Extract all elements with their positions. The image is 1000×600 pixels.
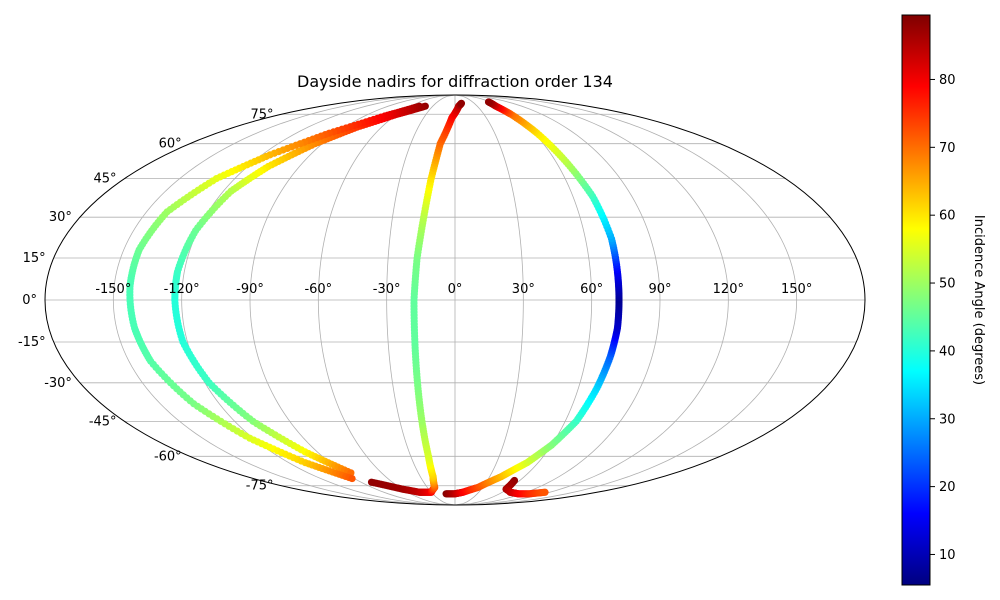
data-point xyxy=(541,488,549,496)
colorbar-ticks: 10 20 30 40 50 60 70 80 xyxy=(930,73,956,563)
latitude-tick-label: 45° xyxy=(94,172,117,187)
latitude-tick-label: 75° xyxy=(250,107,273,122)
latitude-tick-label: -15° xyxy=(18,335,46,350)
graticule xyxy=(45,95,865,505)
longitude-tick-label: 60° xyxy=(580,282,603,297)
longitude-tick-label: 150° xyxy=(781,282,812,297)
latitude-tick-label: 15° xyxy=(23,251,46,266)
colorbar-tick-label: 80 xyxy=(939,73,956,88)
longitude-tick-label: -60° xyxy=(304,282,332,297)
colorbar-tick-label: 60 xyxy=(939,209,956,224)
longitude-tick-label: -90° xyxy=(236,282,264,297)
colorbar-label: Incidence Angle (degrees) xyxy=(971,215,986,385)
longitude-tick-label: 30° xyxy=(512,282,535,297)
latitude-tick-label: -60° xyxy=(154,449,182,464)
latitude-tick-label: 60° xyxy=(159,137,182,152)
chart-title: Dayside nadirs for diffraction order 134 xyxy=(297,72,613,91)
longitude-tick-label: -30° xyxy=(373,282,401,297)
latitude-tick-label: -75° xyxy=(246,479,274,494)
data-point xyxy=(484,98,493,106)
colorbar-tick-label: 70 xyxy=(939,141,956,156)
colorbar-tick-label: 20 xyxy=(939,480,956,495)
data-point xyxy=(348,474,356,483)
latitude-tick-label: -30° xyxy=(44,376,72,391)
latitude-tick-labels: 75° 60° 45° 30° 15° 0° -15° -30° -45° -60° -75° xyxy=(18,107,274,493)
longitude-tick-label: 90° xyxy=(648,282,671,297)
colorbar-tick-label: 40 xyxy=(939,344,956,359)
map-boundary xyxy=(44,94,866,506)
colorbar-tick-label: 10 xyxy=(939,548,956,563)
longitude-tick-label: -120° xyxy=(164,282,200,297)
longitude-tick-label: -150° xyxy=(95,282,131,297)
longitude-tick-labels: -150° -120° -90° -60° -30° 0° 30° 60° 90° 120° 150… xyxy=(95,282,812,297)
colorbar-tick-label: 30 xyxy=(939,412,956,427)
data-points xyxy=(126,98,623,498)
colorbar-tick-label: 50 xyxy=(939,277,956,292)
latitude-tick-label: 30° xyxy=(49,210,72,225)
data-point xyxy=(457,99,466,107)
longitude-tick-label: 0° xyxy=(448,282,463,297)
longitude-tick-label: 120° xyxy=(713,282,744,297)
latitude-tick-label: 0° xyxy=(22,293,37,308)
colorbar xyxy=(901,14,931,586)
latitude-tick-label: -45° xyxy=(89,414,117,429)
